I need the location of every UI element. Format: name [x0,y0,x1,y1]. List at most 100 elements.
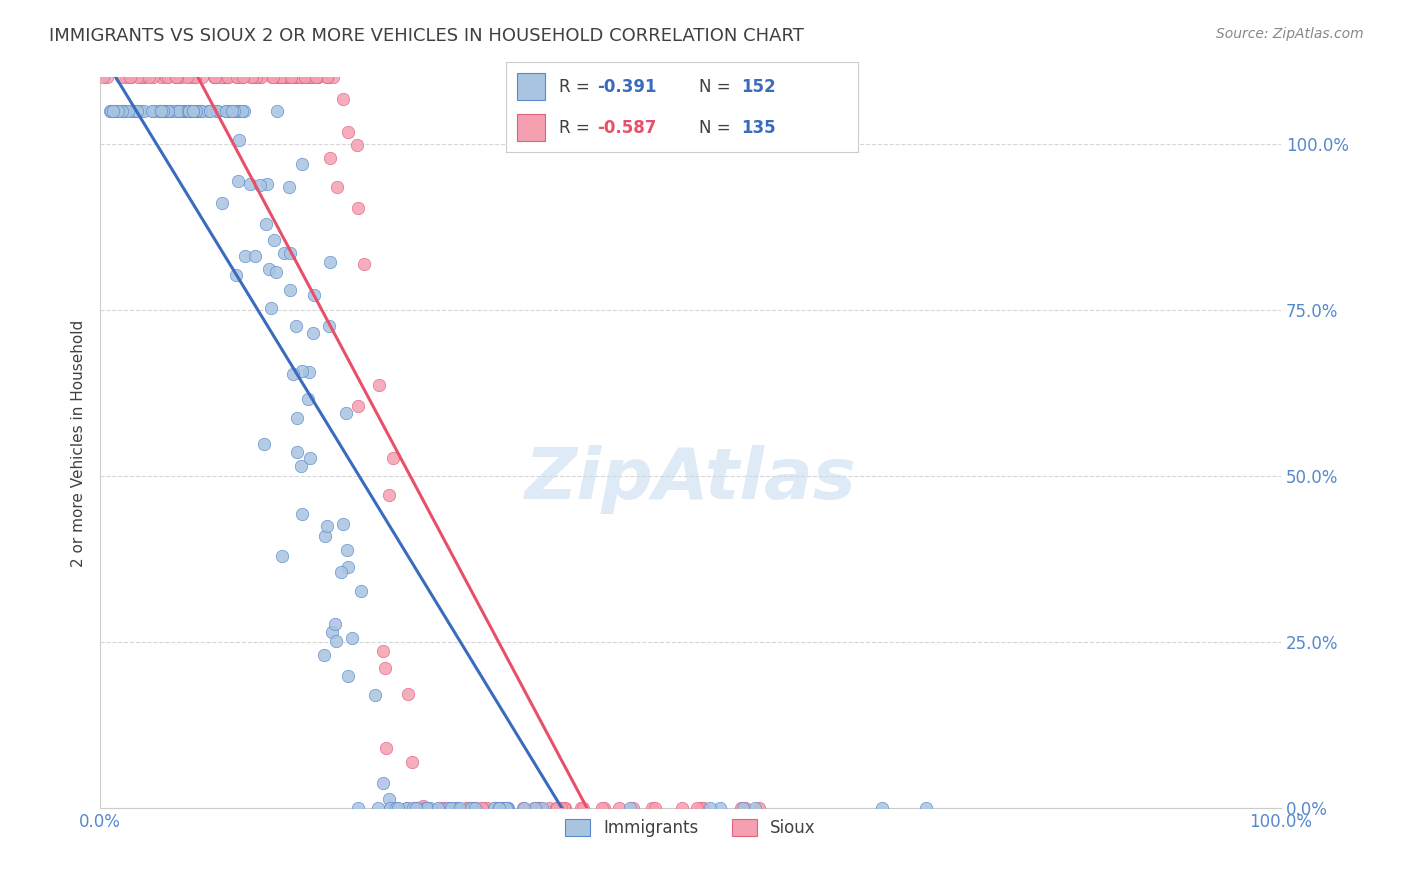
Point [488,801,510,815]
Point [544,801,567,815]
Point [316,70,339,85]
Point [396,687,419,701]
Point [276,70,298,85]
Point [205,70,228,85]
Point [231,70,253,85]
Point [488,801,510,815]
Point [537,801,560,815]
Text: Source: ZipAtlas.com: Source: ZipAtlas.com [1216,27,1364,41]
Point [218,103,240,118]
Point [744,801,766,815]
Point [226,70,249,85]
Point [122,103,145,118]
Point [291,364,314,378]
Point [283,70,305,85]
Point [440,801,463,815]
Point [446,801,468,815]
Point [129,70,152,85]
Point [121,103,143,118]
Point [326,179,349,194]
Point [214,70,236,85]
Point [367,801,389,815]
Point [149,103,172,118]
Point [298,365,321,379]
Point [305,70,328,85]
Point [110,70,132,85]
Point [319,255,342,269]
Point [110,103,132,118]
Text: 135: 135 [742,119,776,136]
Point [312,648,335,662]
Bar [517,73,544,100]
Point [385,801,408,815]
Point [98,103,121,118]
Point [307,70,329,85]
Text: R =: R = [560,78,595,95]
Text: R =: R = [560,119,595,136]
Point [554,801,576,815]
Point [121,103,143,118]
Point [475,801,498,815]
Point [209,70,232,85]
Point [496,801,519,815]
Point [484,801,506,815]
Point [217,70,239,85]
Point [298,70,321,85]
Point [689,801,711,815]
Point [264,265,287,279]
Point [429,801,451,815]
Point [278,180,301,194]
Point [415,801,437,815]
Point [215,70,238,85]
Point [607,801,630,815]
Point [464,801,486,815]
Point [294,70,316,85]
Point [96,70,118,85]
Point [290,70,312,85]
Point [112,103,135,118]
Text: IMMIGRANTS VS SIOUX 2 OR MORE VEHICLES IN HOUSEHOLD CORRELATION CHART: IMMIGRANTS VS SIOUX 2 OR MORE VEHICLES I… [49,27,804,45]
Point [368,377,391,392]
Point [111,103,134,118]
Point [291,508,314,522]
Point [371,776,394,790]
Point [494,801,516,815]
Point [337,668,360,682]
Point [240,70,263,85]
Point [285,318,308,333]
Point [278,246,301,260]
Point [165,70,187,85]
Point [143,103,166,118]
Point [641,801,664,815]
Point [226,103,249,118]
Point [347,202,370,216]
Point [465,801,488,815]
Point [440,801,463,815]
Point [482,801,505,815]
Point [426,801,449,815]
Point [709,801,731,815]
Point [224,103,246,118]
Point [512,801,534,815]
Point [457,801,479,815]
Point [523,801,546,815]
Point [256,217,278,231]
Point [408,801,430,815]
Point [170,70,193,85]
Point [127,103,149,118]
Point [287,411,309,425]
Point [107,103,129,118]
Point [340,631,363,645]
Point [205,103,228,118]
Point [371,644,394,658]
Point [120,70,142,85]
Point [323,616,346,631]
Text: -0.587: -0.587 [598,119,657,136]
Point [731,801,754,815]
Point [496,801,519,815]
Point [395,801,418,815]
Point [267,70,290,85]
Point [353,257,375,271]
Bar [517,114,544,141]
Point [262,70,284,85]
